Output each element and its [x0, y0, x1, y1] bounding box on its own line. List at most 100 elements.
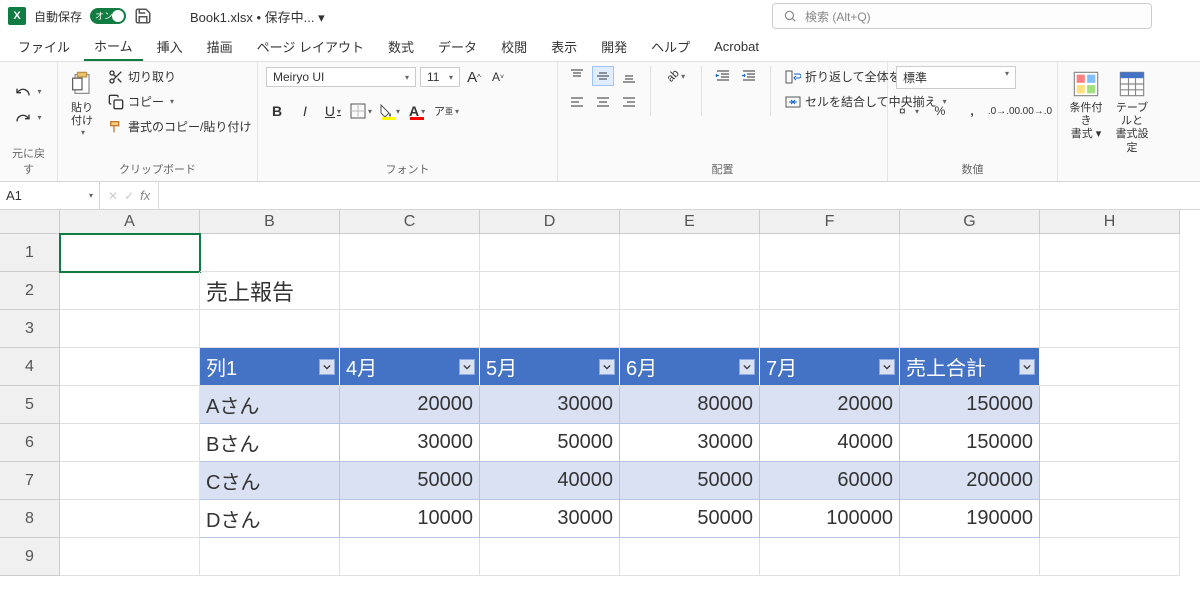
tab-data[interactable]: データ [428, 33, 487, 60]
column-header[interactable]: E [620, 210, 760, 234]
cell[interactable] [200, 538, 340, 576]
cell[interactable] [760, 310, 900, 348]
cell[interactable] [1040, 424, 1180, 462]
cell[interactable]: 30000 [620, 424, 760, 462]
cell[interactable]: 30000 [480, 386, 620, 424]
phonetic-button[interactable]: ア亜▾ [434, 100, 459, 122]
percent-button[interactable]: % [928, 101, 952, 121]
cell[interactable]: 4月 [340, 348, 480, 386]
tab-acrobat[interactable]: Acrobat [704, 35, 769, 58]
cell[interactable] [60, 272, 200, 310]
filter-dropdown-button[interactable] [459, 359, 475, 375]
save-icon[interactable] [134, 7, 152, 25]
filter-dropdown-button[interactable] [319, 359, 335, 375]
increase-font-button[interactable]: A^ [464, 66, 484, 88]
bold-button[interactable]: B [266, 100, 288, 122]
tab-insert[interactable]: 挿入 [147, 33, 193, 60]
tab-view[interactable]: 表示 [541, 33, 587, 60]
row-header[interactable]: 3 [0, 310, 60, 348]
cut-button[interactable]: 切り取り [104, 66, 255, 87]
tab-page-layout[interactable]: ページ レイアウト [247, 33, 374, 60]
cell[interactable] [900, 538, 1040, 576]
align-bottom-button[interactable] [618, 66, 640, 86]
cell[interactable]: 40000 [760, 424, 900, 462]
number-format-dropdown[interactable]: 標準▾ [896, 66, 1016, 89]
cell[interactable] [760, 272, 900, 310]
italic-button[interactable]: I [294, 100, 316, 122]
borders-button[interactable]: ▾ [350, 100, 372, 122]
cell[interactable] [1040, 538, 1180, 576]
row-header[interactable]: 7 [0, 462, 60, 500]
cell[interactable] [1040, 500, 1180, 538]
filter-dropdown-button[interactable] [599, 359, 615, 375]
row-header[interactable]: 6 [0, 424, 60, 462]
decrease-decimal-button[interactable]: .00→.0 [1024, 101, 1048, 121]
cell[interactable]: Dさん [200, 500, 340, 538]
column-header[interactable]: C [340, 210, 480, 234]
font-name-dropdown[interactable]: Meiryo UI▾ [266, 67, 416, 87]
cancel-formula-icon[interactable]: ✕ [108, 189, 118, 203]
cell[interactable]: 列1 [200, 348, 340, 386]
cell[interactable] [620, 538, 760, 576]
cell[interactable]: 20000 [760, 386, 900, 424]
align-top-button[interactable] [566, 66, 588, 86]
cell[interactable] [200, 310, 340, 348]
cell[interactable] [60, 234, 200, 272]
cell[interactable] [60, 538, 200, 576]
cell[interactable]: 150000 [900, 386, 1040, 424]
cell[interactable]: Bさん [200, 424, 340, 462]
column-header[interactable]: B [200, 210, 340, 234]
column-header[interactable]: F [760, 210, 900, 234]
filter-dropdown-button[interactable] [879, 359, 895, 375]
tab-home[interactable]: ホーム [84, 32, 143, 61]
cell[interactable] [760, 234, 900, 272]
cell[interactable]: 売上報告 [200, 272, 340, 310]
cell[interactable]: 190000 [900, 500, 1040, 538]
cell[interactable]: 7月 [760, 348, 900, 386]
cell[interactable]: 80000 [620, 386, 760, 424]
cell[interactable]: 6月 [620, 348, 760, 386]
cell[interactable] [480, 310, 620, 348]
cell[interactable] [340, 234, 480, 272]
font-color-button[interactable]: A ▾ [406, 100, 428, 122]
cell[interactable] [900, 272, 1040, 310]
cell[interactable]: 5月 [480, 348, 620, 386]
row-header[interactable]: 1 [0, 234, 60, 272]
cell[interactable] [620, 272, 760, 310]
cell[interactable] [340, 310, 480, 348]
column-header[interactable]: D [480, 210, 620, 234]
cell[interactable] [60, 500, 200, 538]
cell[interactable] [900, 234, 1040, 272]
tab-formulas[interactable]: 数式 [378, 33, 424, 60]
column-header[interactable]: H [1040, 210, 1180, 234]
row-header[interactable]: 5 [0, 386, 60, 424]
search-box[interactable]: 検索 (Alt+Q) [772, 3, 1152, 29]
row-header[interactable]: 2 [0, 272, 60, 310]
cell[interactable] [480, 538, 620, 576]
tab-draw[interactable]: 描画 [197, 33, 243, 60]
cell[interactable] [1040, 386, 1180, 424]
cell[interactable]: 40000 [480, 462, 620, 500]
cell[interactable] [480, 234, 620, 272]
cell[interactable] [1040, 272, 1180, 310]
copy-button[interactable]: コピー▾ [104, 91, 255, 112]
tab-file[interactable]: ファイル [8, 33, 80, 60]
cell[interactable] [60, 386, 200, 424]
cell[interactable] [200, 234, 340, 272]
cell[interactable]: 10000 [340, 500, 480, 538]
row-header[interactable]: 4 [0, 348, 60, 386]
cell[interactable] [620, 234, 760, 272]
cell[interactable]: 50000 [340, 462, 480, 500]
select-all-corner[interactable] [0, 210, 60, 234]
cell[interactable]: 50000 [480, 424, 620, 462]
cell[interactable]: 150000 [900, 424, 1040, 462]
cell[interactable] [1040, 310, 1180, 348]
format-painter-button[interactable]: 書式のコピー/貼り付け [104, 116, 255, 137]
increase-decimal-button[interactable]: .0→.00 [992, 101, 1016, 121]
tab-developer[interactable]: 開発 [591, 33, 637, 60]
cell[interactable] [340, 272, 480, 310]
cell[interactable]: Aさん [200, 386, 340, 424]
cells-area[interactable]: 売上報告列14月5月6月7月売上合計Aさん2000030000800002000… [60, 234, 1180, 576]
cell[interactable] [60, 348, 200, 386]
filter-dropdown-button[interactable] [739, 359, 755, 375]
